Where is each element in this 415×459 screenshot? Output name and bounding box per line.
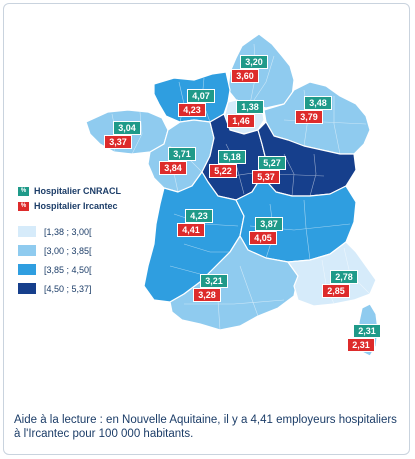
pays-de-la-loire-ircantec-badge: 3,84 [159,161,187,175]
occitanie-cnracl-badge: 3,21 [200,274,228,288]
legend-ircantec: % Hospitalier Ircantec [18,201,118,211]
legend-swatch [18,226,36,237]
normandie-ircantec-badge: 4,23 [178,103,206,117]
bretagne-ircantec-badge: 3,37 [104,135,132,149]
percent-icon: % [18,201,29,211]
legend-cnracl-label: Hospitalier CNRACL [34,186,122,196]
paca-cnracl-badge: 2,78 [330,270,358,284]
legend-swatch [18,245,36,256]
reading-aid-caption: Aide à la lecture : en Nouvelle Aquitain… [14,414,397,440]
auvergne-rhone-alpes-cnracl-badge: 3,87 [255,217,283,231]
legend-class-label: [3,85 ; 4,50[ [44,264,92,275]
legend-class-1: [1,38 ; 3,00[ [18,226,92,237]
centre-val-de-loire-ircantec-badge: 5,22 [209,164,237,178]
corse-cnracl-badge: 2,31 [353,324,381,338]
grand-est-cnracl-badge: 3,48 [304,96,332,110]
nouvelle-aquitaine-cnracl-badge: 4,23 [185,209,213,223]
pays-de-la-loire-cnracl-badge: 3,71 [168,147,196,161]
normandie-cnracl-badge: 4,07 [187,89,215,103]
legend-ircantec-label: Hospitalier Ircantec [34,201,118,211]
legend-swatch [18,283,36,294]
hauts-de-france-cnracl-badge: 3,20 [240,55,268,69]
centre-val-de-loire-cnracl-badge: 5,18 [218,150,246,164]
legend-class-4: [4,50 ; 5,37] [18,283,92,294]
legend-class-label: [4,50 ; 5,37] [44,283,92,294]
legend-class-label: [1,38 ; 3,00[ [44,226,92,237]
figure-frame: 3,20 3,60 4,07 4,23 1,38 1,46 3,48 3,79 … [3,3,410,455]
legend-class-3: [3,85 ; 4,50[ [18,264,92,275]
occitanie-ircantec-badge: 3,28 [193,288,221,302]
legend-swatch [18,264,36,275]
hauts-de-france-ircantec-badge: 3,60 [231,69,259,83]
auvergne-rhone-alpes-ircantec-badge: 4,05 [249,231,277,245]
nouvelle-aquitaine-ircantec-badge: 4,41 [177,223,205,237]
bourgogne-franche-comte-ircantec-badge: 5,37 [252,170,280,184]
legend-class-label: [3,00 ; 3,85[ [44,245,92,256]
legend-class-2: [3,00 ; 3,85[ [18,245,92,256]
ile-de-france-ircantec-badge: 1,46 [227,114,255,128]
grand-est-ircantec-badge: 3,79 [295,110,323,124]
bretagne-cnracl-badge: 3,04 [113,121,141,135]
ile-de-france-cnracl-badge: 1,38 [236,100,264,114]
bourgogne-franche-comte-cnracl-badge: 5,27 [258,156,286,170]
legend-cnracl: % Hospitalier CNRACL [18,186,121,196]
percent-icon: % [18,186,29,196]
corse-ircantec-badge: 2,31 [347,338,375,352]
paca-ircantec-badge: 2,85 [322,284,350,298]
